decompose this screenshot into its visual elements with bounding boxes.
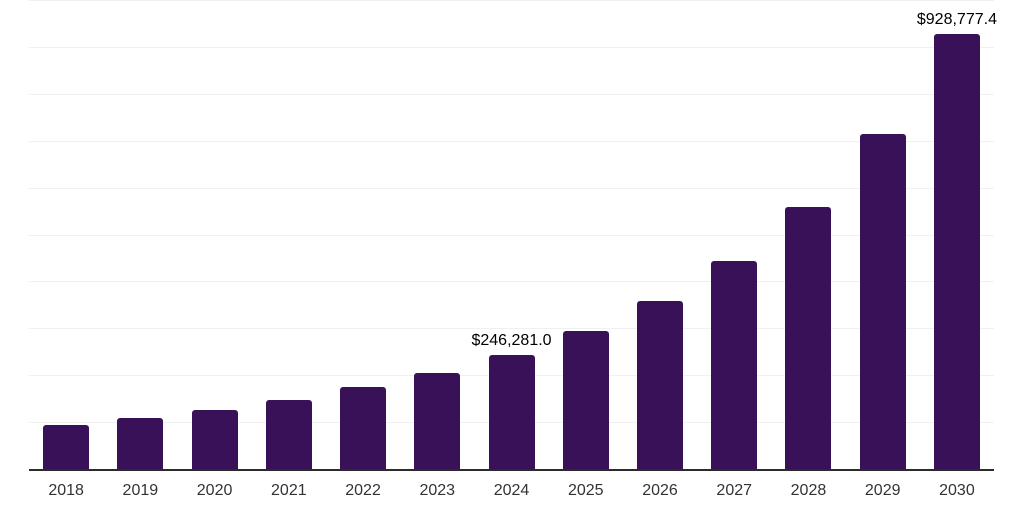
gridline: [29, 234, 994, 236]
gridline: [29, 187, 994, 189]
bar-slot-2026: [623, 1, 697, 470]
bar-2026: [636, 300, 683, 470]
x-axis-labels: 2018 2019 2020 2021 2022 2023 2024 2025 2026 2027…: [29, 482, 994, 500]
gridline: [29, 0, 994, 1]
x-tick-label-2026: 2026: [642, 482, 678, 499]
bars: $246,281.0 $928,777.4: [29, 1, 997, 470]
bar-slot-2018: [29, 1, 103, 470]
bar-slot-2023: [400, 1, 474, 470]
bar-2029: [859, 133, 906, 470]
x-tick-label-2020: 2020: [196, 482, 233, 499]
bar-slot-2028: [771, 1, 845, 470]
bar-2021: [265, 400, 312, 470]
bar-slot-2019: [103, 1, 177, 470]
x-tick-label-2028: 2028: [790, 482, 827, 499]
x-tick-label-2024: 2024: [493, 482, 530, 499]
bar-2028: [785, 207, 832, 470]
gridline: [29, 46, 994, 48]
bar-slot-2025: [549, 1, 623, 470]
gridline: [29, 140, 994, 142]
bar-slot-2029: [846, 1, 920, 470]
bar-2019: [117, 418, 164, 470]
bar-2027: [711, 260, 758, 470]
bar-slot-2021: [252, 1, 326, 470]
x-tick-label-2022: 2022: [345, 482, 381, 499]
bar-2020: [191, 409, 238, 470]
bar-2030: [933, 34, 980, 470]
x-tick-label-2027: 2027: [716, 482, 753, 499]
x-axis-line: [29, 469, 994, 471]
x-tick-label-2029: 2029: [864, 482, 901, 499]
bar-2018: [43, 424, 90, 470]
x-tick-label-2019: 2019: [122, 482, 159, 499]
x-tick-label-2021: 2021: [271, 482, 307, 499]
bar-slot-2020: [177, 1, 251, 470]
gridline: [29, 281, 994, 283]
x-tick-label-2025: 2025: [567, 482, 604, 499]
bar-2025: [562, 330, 609, 470]
bar-2023: [414, 372, 461, 470]
x-tick-label-2023: 2023: [419, 482, 456, 499]
x-tick-label-2030: 2030: [939, 482, 975, 499]
bar-slot-2027: [697, 1, 771, 470]
gridline: [29, 93, 994, 95]
x-tick-label-2018: 2018: [48, 482, 84, 499]
bar-2022: [340, 387, 387, 470]
bar-slot-2022: [326, 1, 400, 470]
gridline: [29, 328, 994, 330]
bar-2024: [488, 354, 535, 470]
bar-slot-2024: $246,281.0: [471, 1, 552, 470]
plot-area: $246,281.0 $928,777.4: [29, 0, 997, 471]
value-label-2024: $246,281.0: [471, 331, 552, 349]
bar-slot-2030: $928,777.4: [916, 1, 997, 470]
value-label-2030: $928,777.4: [916, 11, 997, 29]
